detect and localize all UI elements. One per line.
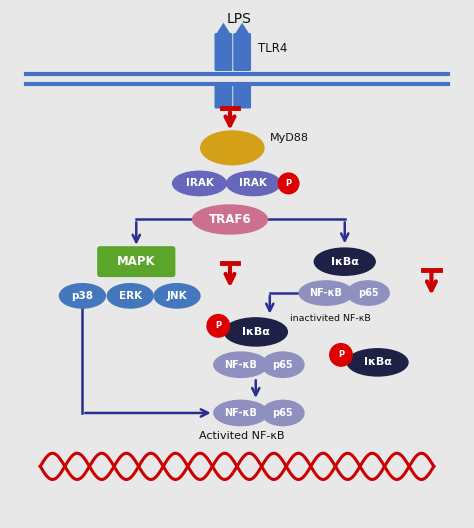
- Ellipse shape: [214, 352, 268, 378]
- Ellipse shape: [262, 352, 304, 378]
- Text: LPS: LPS: [227, 13, 252, 26]
- Text: p38: p38: [72, 291, 93, 301]
- Text: p65: p65: [273, 408, 293, 418]
- Polygon shape: [216, 23, 231, 34]
- Text: NF-κB: NF-κB: [224, 360, 257, 370]
- Circle shape: [330, 344, 352, 366]
- FancyBboxPatch shape: [215, 33, 232, 71]
- FancyBboxPatch shape: [215, 82, 232, 108]
- Text: inactivited NF-κB: inactivited NF-κB: [290, 314, 371, 323]
- Ellipse shape: [214, 400, 268, 426]
- Text: IκBα: IκBα: [364, 357, 392, 367]
- Ellipse shape: [227, 171, 280, 195]
- Ellipse shape: [262, 400, 304, 426]
- Circle shape: [207, 315, 229, 337]
- Ellipse shape: [314, 248, 375, 275]
- Text: P: P: [285, 179, 292, 188]
- Text: P: P: [338, 351, 344, 360]
- Text: MAPK: MAPK: [117, 255, 155, 268]
- Ellipse shape: [59, 284, 105, 308]
- Ellipse shape: [154, 284, 200, 308]
- Ellipse shape: [107, 284, 153, 308]
- Text: IκBα: IκBα: [242, 327, 270, 337]
- Text: Activited NF-κB: Activited NF-κB: [199, 431, 284, 441]
- Ellipse shape: [173, 171, 227, 195]
- Ellipse shape: [201, 131, 264, 165]
- Text: P: P: [215, 322, 221, 331]
- Polygon shape: [235, 23, 250, 34]
- Text: p65: p65: [358, 288, 378, 298]
- Ellipse shape: [347, 281, 389, 305]
- Ellipse shape: [224, 318, 287, 346]
- Text: IRAK: IRAK: [239, 178, 267, 188]
- Text: TRAF6: TRAF6: [209, 213, 251, 226]
- Text: NF-κB: NF-κB: [224, 408, 257, 418]
- FancyBboxPatch shape: [233, 33, 251, 71]
- Text: p65: p65: [273, 360, 293, 370]
- Ellipse shape: [192, 205, 267, 234]
- Ellipse shape: [299, 281, 353, 305]
- Text: JNK: JNK: [167, 291, 187, 301]
- FancyBboxPatch shape: [233, 82, 251, 108]
- Text: NF-κB: NF-κB: [310, 288, 342, 298]
- Circle shape: [278, 173, 299, 194]
- FancyBboxPatch shape: [97, 246, 175, 277]
- Text: TLR4: TLR4: [258, 42, 287, 55]
- Text: IκBα: IκBα: [331, 257, 359, 267]
- Text: IRAK: IRAK: [186, 178, 213, 188]
- Ellipse shape: [347, 349, 408, 376]
- Text: ERK: ERK: [118, 291, 142, 301]
- Text: MyD88: MyD88: [270, 133, 309, 143]
